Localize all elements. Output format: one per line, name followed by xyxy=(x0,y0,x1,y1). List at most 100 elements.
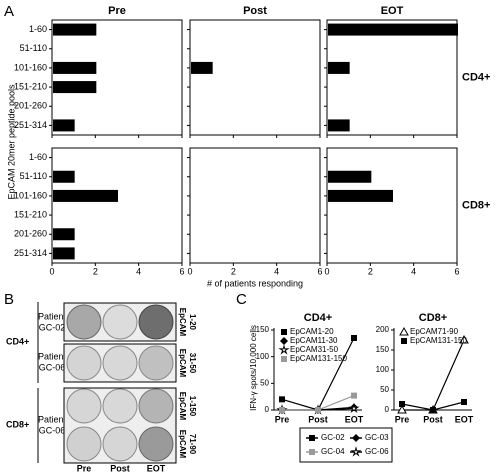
marker xyxy=(350,446,362,457)
x-axis-label: # of patients responding xyxy=(207,278,303,288)
column-label: Post xyxy=(110,463,130,473)
y-tick-label: 50 xyxy=(380,385,389,394)
marker xyxy=(309,449,315,455)
panel-label: C xyxy=(236,291,247,308)
well xyxy=(138,388,174,424)
x-tick-label: 6 xyxy=(179,266,184,276)
marker xyxy=(281,356,287,362)
bar xyxy=(191,61,213,74)
marker xyxy=(351,392,357,399)
panel-label: A xyxy=(4,3,14,20)
x-tick-label: Pre xyxy=(395,414,410,424)
patient-label: Patient xyxy=(38,414,67,424)
y-tick-label: 151-210 xyxy=(14,209,47,219)
x-tick-label: 6 xyxy=(454,266,459,276)
y-tick-label: 100 xyxy=(256,352,270,361)
legend-label: EpCAM11-30 xyxy=(290,336,338,345)
column-label: Pre xyxy=(77,463,92,473)
y-tick-label: 251-314 xyxy=(14,248,47,258)
y-tick-label: 150 xyxy=(256,325,270,334)
x-tick-label: Post xyxy=(308,414,328,424)
peptide-label: EpCAM xyxy=(178,430,187,459)
y-tick-label: 1-60 xyxy=(29,152,47,162)
column-header: Pre xyxy=(108,5,126,17)
x-tick-label: 4 xyxy=(136,266,141,276)
legend-box xyxy=(299,427,393,463)
legend-label: EpCAM1-20 xyxy=(290,327,334,336)
row-label: CD4+ xyxy=(462,71,490,83)
well xyxy=(138,345,174,381)
y-tick-label: 50 xyxy=(260,378,269,387)
plot-frame xyxy=(51,147,183,264)
x-tick-label: 0 xyxy=(49,266,54,276)
x-tick-label: 4 xyxy=(411,266,416,276)
x-tick-label: EOT xyxy=(455,414,474,424)
x-tick-label: Post xyxy=(423,414,443,424)
well xyxy=(102,304,138,340)
y-tick-label: 201-260 xyxy=(14,101,47,111)
legend-label: EpCAM131-150 xyxy=(290,354,347,363)
legend-label: GC-03 xyxy=(365,433,389,442)
well xyxy=(66,304,102,340)
peptide-label: EpCAM xyxy=(178,308,187,337)
chart-title: CD4+ xyxy=(304,312,332,324)
y-tick-label: 51-110 xyxy=(20,43,47,53)
well xyxy=(66,345,102,381)
bar xyxy=(53,23,97,36)
bar xyxy=(328,23,458,36)
plot-frame xyxy=(189,147,321,264)
group-label: CD4+ xyxy=(6,336,29,346)
x-tick-label: 0 xyxy=(187,266,192,276)
legend-label: EpCAM31-50 xyxy=(290,345,339,354)
y-axis-label: IFN-γ spots/10.000 cells xyxy=(249,325,258,411)
marker xyxy=(279,407,285,413)
bar xyxy=(53,247,75,260)
y-tick-label: 100 xyxy=(376,365,390,374)
marker xyxy=(279,396,285,403)
peptide-label: 31-50 xyxy=(188,353,197,374)
patient-label: Patient xyxy=(38,351,67,361)
well xyxy=(102,345,138,381)
patient-label: Patient xyxy=(38,311,67,321)
y-tick-label: 251-314 xyxy=(14,120,47,130)
peptide-label: 1-150 xyxy=(188,396,197,417)
x-tick-label: 2 xyxy=(93,266,98,276)
marker xyxy=(280,337,288,345)
column-header: Post xyxy=(243,5,267,17)
bar xyxy=(53,61,97,74)
patient-label: GC-06 xyxy=(39,362,66,372)
y-tick-label: 201-260 xyxy=(14,229,47,239)
marker xyxy=(399,401,405,407)
legend-label: EpCAM71-90 xyxy=(410,327,459,336)
y-tick-label: 151-210 xyxy=(14,81,47,91)
y-tick-label: 101-160 xyxy=(14,62,47,72)
marker xyxy=(315,407,321,413)
patient-label: GC-02 xyxy=(39,322,66,332)
plot-frame xyxy=(189,19,321,136)
well xyxy=(138,304,174,340)
group-label: CD8+ xyxy=(6,419,29,429)
legend-label: GC-04 xyxy=(321,447,345,456)
bar xyxy=(328,170,372,183)
well xyxy=(66,388,102,424)
chart-title: CD8+ xyxy=(419,312,447,324)
legend-label: GC-02 xyxy=(321,433,345,442)
marker xyxy=(278,344,290,355)
legend-label: GC-06 xyxy=(365,447,389,456)
well xyxy=(66,426,102,462)
marker xyxy=(352,434,360,442)
plot-frame xyxy=(326,147,458,264)
marker xyxy=(309,435,315,441)
bar xyxy=(53,170,75,183)
peptide-label: EpCAM xyxy=(178,349,187,378)
column-header: EOT xyxy=(381,5,404,17)
x-tick-label: Pre xyxy=(275,414,290,424)
wells xyxy=(66,304,174,462)
x-tick-label: 4 xyxy=(274,266,279,276)
x-tick-label: 0 xyxy=(324,266,329,276)
bar xyxy=(328,189,393,202)
series-line xyxy=(402,339,465,411)
panel-label: B xyxy=(4,291,14,308)
peptide-label: 71-90 xyxy=(188,434,197,455)
